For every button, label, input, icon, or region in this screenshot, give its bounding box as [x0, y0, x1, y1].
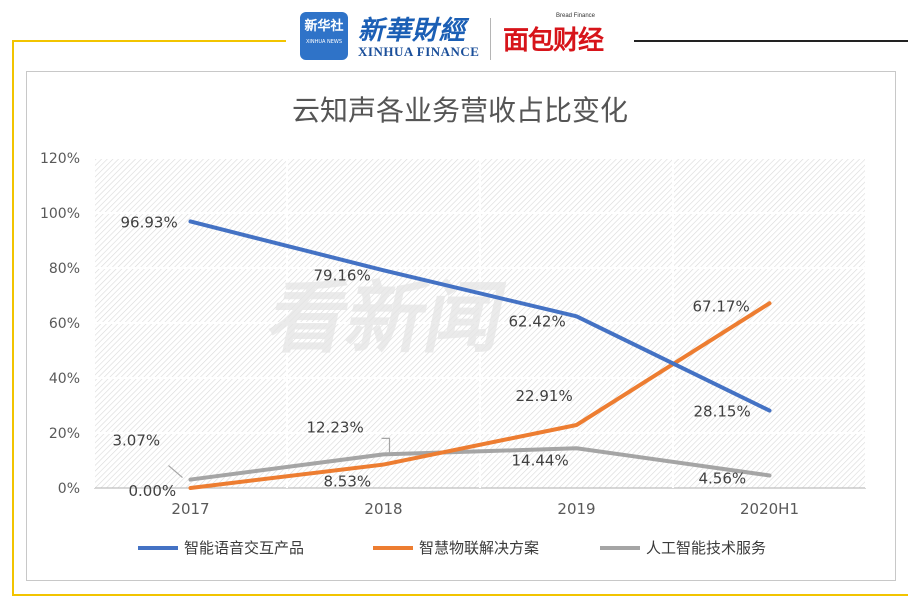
data-labels: 96.93% 79.16% 62.42% 28.15% 0.00% 8.53% 22.91%… [113, 213, 751, 500]
frame-left-line [12, 40, 14, 596]
x-tick-label: 2020H1 [740, 500, 799, 518]
frame-top-left-line [12, 40, 286, 42]
y-tick-label: 60% [49, 316, 80, 332]
x-tick-label: 2018 [364, 500, 402, 518]
badge-cn-text: 新华社 [304, 19, 344, 34]
y-tick-label: 0% [58, 481, 80, 497]
frame-top-right-line [634, 40, 908, 42]
x-axis: 2017 2018 2019 2020H1 [171, 500, 799, 518]
legend-swatch-blue [138, 545, 178, 550]
watermark-text: 看新闻 [261, 273, 514, 364]
grid-lines [93, 157, 867, 489]
series-line [188, 446, 772, 482]
header: 新华社 XINHUA NEWS 新華財經 XINHUA FINANCE Brea… [0, 0, 919, 70]
legend-swatch-gray [600, 545, 640, 550]
series-line [188, 219, 772, 413]
y-tick-label: 80% [49, 261, 80, 277]
xinhua-finance-logo-en: XINHUA FINANCE [358, 44, 480, 59]
data-label: 0.00% [129, 482, 177, 500]
legend-swatch-orange [373, 545, 413, 550]
data-label: 3.07% [113, 432, 161, 450]
legend-label: 智慧物联解决方案 [419, 539, 540, 557]
leader-line [168, 465, 183, 479]
series-lines [188, 219, 772, 490]
bread-finance-logo-en: Bread Finance [556, 13, 596, 19]
data-label: 8.53% [324, 473, 372, 491]
frame-bottom-line [12, 594, 908, 596]
data-label: 12.23% [307, 418, 364, 436]
y-tick-label: 100% [40, 206, 80, 222]
xinhua-finance-logo-cn: 新華財經 [358, 16, 467, 46]
data-label: 62.42% [509, 312, 566, 330]
data-label: 4.56% [699, 469, 747, 487]
bread-finance-logo-cn: 面包财经 [503, 26, 604, 56]
data-label: 22.91% [516, 387, 573, 405]
legend-label: 智能语音交互产品 [184, 539, 305, 557]
legend-item-iot: 智慧物联解决方案 [373, 537, 539, 557]
data-label: 67.17% [693, 297, 750, 315]
chart-title: 云知声各业务营收占比变化 [292, 94, 628, 127]
y-tick-label: 120% [40, 151, 80, 167]
logo-divider [490, 18, 491, 60]
leader-line [381, 437, 391, 453]
x-tick-label: 2017 [171, 500, 209, 518]
data-label: 79.16% [314, 266, 371, 284]
badge-en-text: XINHUA NEWS [305, 39, 343, 45]
y-tick-label: 40% [49, 371, 80, 387]
legend-label: 人工智能技术服务 [646, 539, 767, 557]
y-axis: 0% 20% 40% 60% 80% 100% 120% [40, 151, 80, 497]
x-tick-label: 2019 [557, 500, 595, 518]
legend-item-ai: 人工智能技术服务 [600, 537, 766, 557]
y-tick-label: 20% [49, 426, 80, 442]
data-label: 14.44% [512, 451, 569, 469]
data-label: 96.93% [121, 213, 178, 231]
legend-item-voice: 智能语音交互产品 [138, 537, 304, 557]
xinhua-news-badge: 新华社 XINHUA NEWS [300, 12, 348, 60]
data-label: 28.15% [694, 403, 751, 421]
